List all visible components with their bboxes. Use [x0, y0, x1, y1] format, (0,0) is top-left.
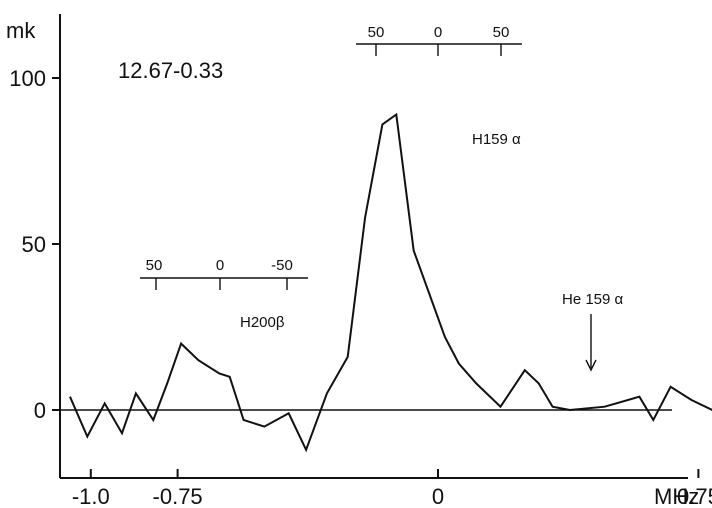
he159-arrow: [585, 314, 597, 372]
annotation-he159-alpha: He 159 α: [562, 291, 624, 308]
y-ticks: 0 50 100: [9, 66, 60, 423]
source-label: 12.67-0.33: [118, 58, 223, 83]
y-tick-label: 100: [9, 66, 46, 91]
x-axis-label: MHz: [654, 484, 699, 508]
spectrum-line: [69, 112, 712, 453]
y-tick-label: 0: [34, 398, 46, 423]
x-ticks: -1.0 -0.75 0 0.75: [72, 469, 712, 508]
velocity-tick-label: 0: [434, 24, 442, 41]
y-axis-label: mk: [6, 18, 36, 43]
velocity-scale-h200: 50 0 -50: [140, 257, 308, 290]
annotation-h159-alpha: H159 α: [472, 131, 521, 148]
x-tick-label: -1.0: [72, 484, 110, 508]
x-tick-label: -0.75: [153, 484, 203, 508]
velocity-tick-label: 50: [493, 24, 510, 41]
velocity-tick-label: 50: [368, 24, 385, 41]
annotation-h200-beta: H200β: [240, 314, 285, 331]
x-tick-label: 0: [432, 484, 444, 508]
x-tick-label: 0.75: [677, 484, 712, 508]
velocity-scale-h159: 50 0 50: [356, 24, 522, 56]
velocity-tick-label: 0: [216, 257, 224, 274]
series-group: [69, 112, 712, 453]
y-tick-label: 50: [22, 232, 46, 257]
velocity-tick-label: 50: [146, 257, 163, 274]
velocity-tick-label: -50: [271, 257, 293, 274]
